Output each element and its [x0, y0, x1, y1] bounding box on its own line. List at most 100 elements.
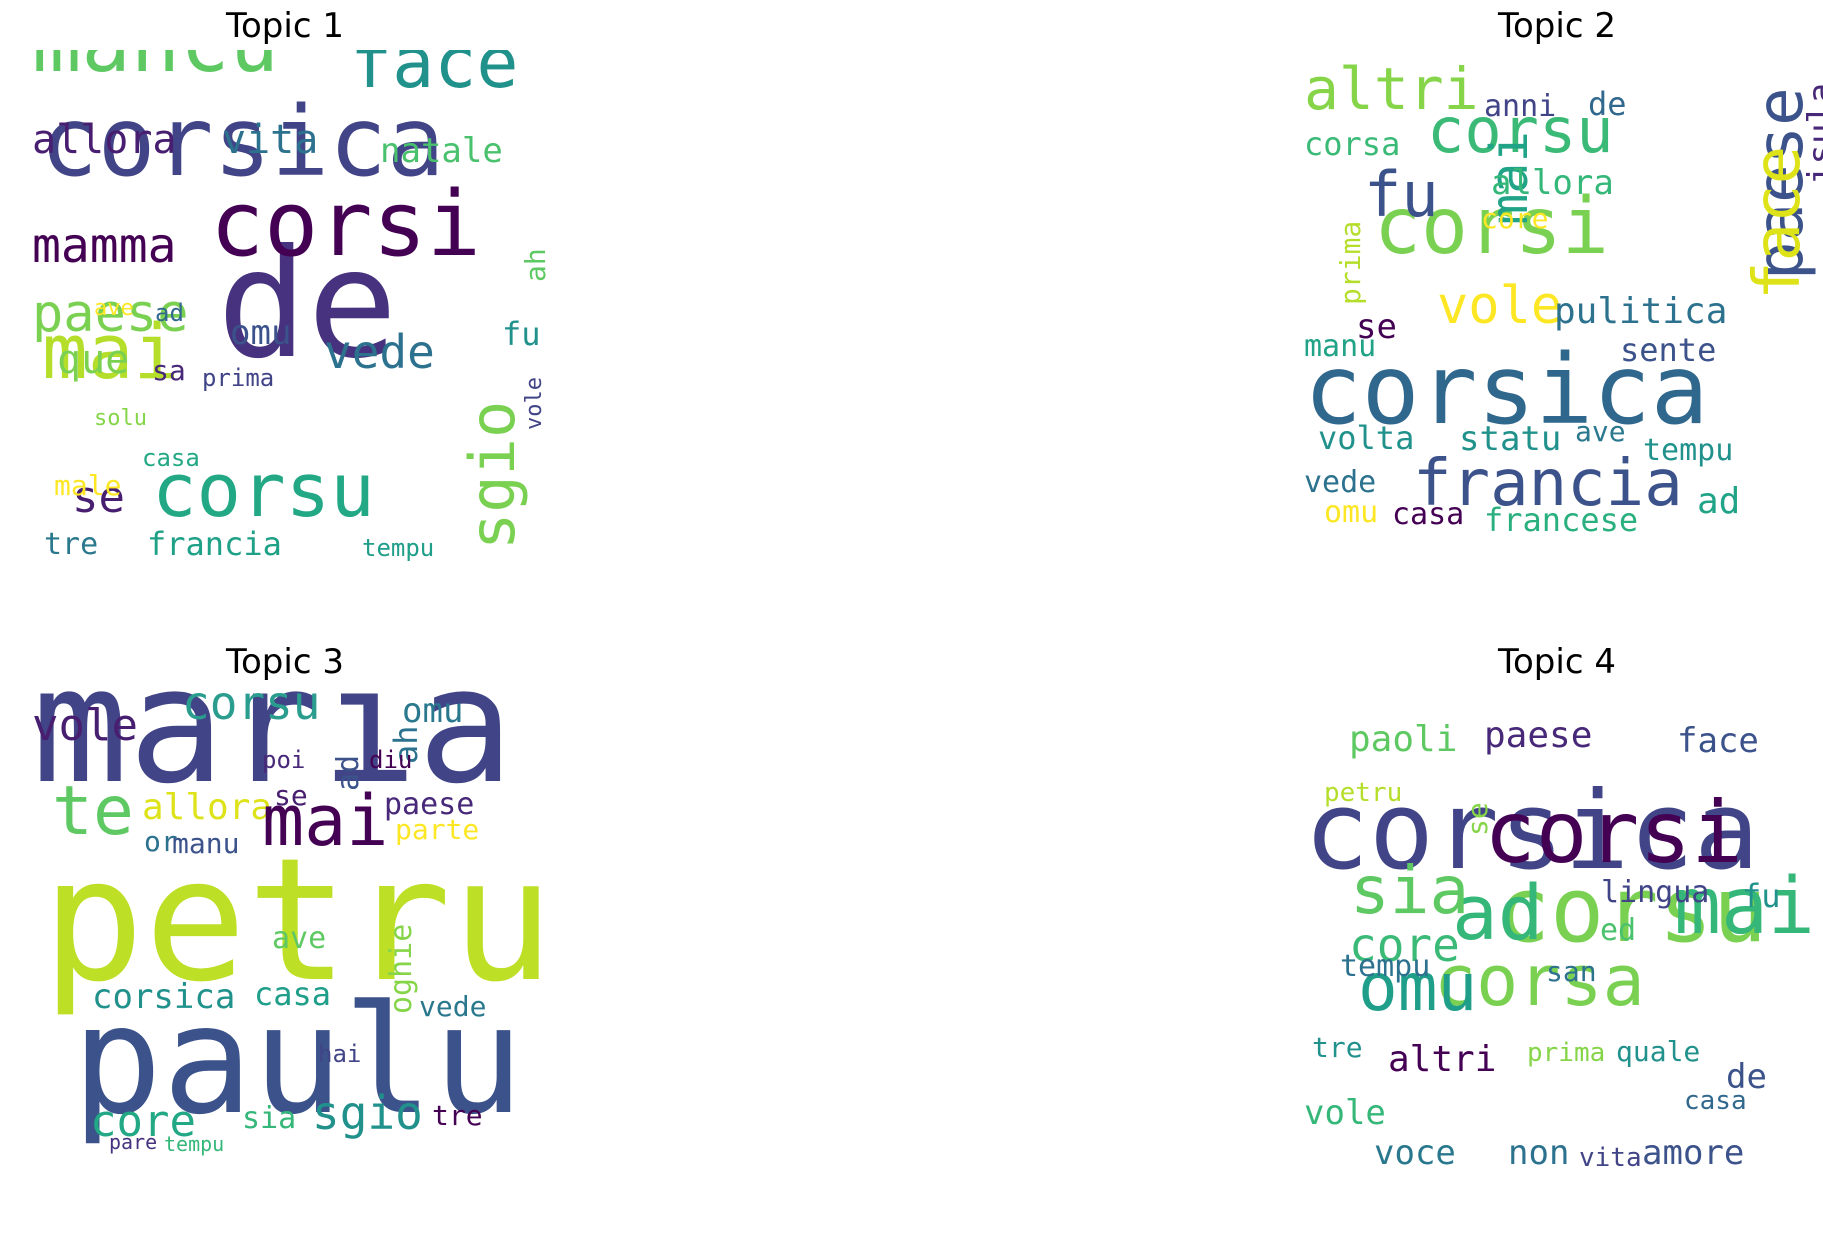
topic-title: Topic 2	[1498, 6, 1616, 46]
topic-title: Topic 1	[226, 6, 344, 46]
cloud-word: ad	[1697, 481, 1741, 522]
topic-panel-2: Topic 2 corsica corsu corsi altri paese face f…	[1292, 0, 1823, 610]
cloud-word: maria	[32, 686, 514, 819]
cloud-word: or	[144, 825, 178, 858]
cloud-word: manu	[1304, 329, 1377, 364]
cloud-word: quale	[1616, 1035, 1701, 1068]
cloud-word: tre	[432, 1099, 483, 1132]
cloud-word: se	[1356, 307, 1397, 347]
cloud-word: paese	[384, 787, 475, 822]
cloud-word: se	[1461, 802, 1494, 836]
cloud-word: vole	[1304, 1093, 1386, 1133]
cloud-word: de	[217, 218, 398, 392]
cloud-word: petru	[42, 822, 552, 1020]
cloud-word: mamma	[32, 218, 177, 274]
cloud-word: paese	[32, 284, 189, 344]
cloud-word: tre	[1312, 1031, 1363, 1064]
cloud-word: omu	[230, 313, 292, 353]
cloud-word: casa	[1392, 497, 1465, 532]
cloud-word: sente	[1620, 331, 1717, 369]
cloud-word: poi	[262, 746, 306, 774]
cloud-word: corsu	[1427, 94, 1614, 167]
cloud-word: corsu	[1496, 858, 1767, 963]
cloud-word: mai	[262, 780, 389, 862]
topic-title: Topic 4	[1498, 642, 1616, 682]
cloud-word: tempu	[362, 534, 435, 562]
cloud-word: corsa	[1434, 940, 1645, 1022]
cloud-word: vede	[324, 325, 435, 379]
cloud-word: pare	[109, 1130, 158, 1154]
cloud-word: prima	[1334, 220, 1367, 305]
word-cloud: maria petru paulu corsu vole omu te allora mai pa…	[32, 686, 552, 1226]
cloud-word: corsica	[40, 86, 445, 198]
word-cloud: corsica corsu corsi ad corsa omu mai sia core pao…	[1304, 686, 1823, 1226]
cloud-word: allora	[142, 787, 273, 828]
cloud-word: fu	[1364, 158, 1439, 231]
cloud-word: de	[1726, 1057, 1767, 1097]
cloud-word: voce	[1374, 1133, 1456, 1173]
cloud-word: francia	[1413, 447, 1683, 521]
cloud-word: oghie	[384, 923, 419, 1014]
cloud-word: core	[90, 1096, 196, 1147]
cloud-word: natale	[380, 131, 503, 171]
topic-panel-3: Topic 3 maria petru paulu corsu vole omu te all…	[20, 636, 552, 1246]
cloud-word: vita	[222, 117, 319, 163]
cloud-word: fu	[1742, 877, 1781, 915]
cloud-word: ave	[1575, 415, 1626, 448]
cloud-word: ad	[155, 299, 184, 327]
cloud-word: fu	[502, 315, 541, 353]
cloud-word: sia	[242, 1101, 297, 1136]
cloud-word: face	[1677, 721, 1759, 761]
cloud-word: corsi	[1374, 182, 1609, 272]
cloud-word: mai	[1674, 862, 1815, 952]
cloud-word: altri	[1388, 1039, 1497, 1080]
topic-panel-1: Topic 1 decorsicacorsimancufacecorsumais…	[20, 0, 552, 610]
cloud-word: san	[1546, 955, 1597, 988]
cloud-word: tempu	[1643, 433, 1734, 468]
cloud-word: vita	[1579, 1143, 1642, 1173]
cloud-word: mancu	[32, 50, 279, 85]
cloud-word: se	[72, 472, 125, 523]
cloud-word: manu	[172, 827, 240, 860]
cloud-word: paese	[1484, 715, 1593, 756]
cloud-word: allora	[32, 117, 177, 163]
cloud-word: se	[274, 779, 308, 812]
cloud-word: volta	[1318, 419, 1415, 457]
cloud-word: altri	[1304, 55, 1479, 123]
cloud-word: corsa	[1304, 125, 1401, 163]
cloud-word: corsica	[1304, 769, 1760, 894]
cloud-word: ed	[1600, 913, 1637, 948]
cloud-word: vole	[32, 700, 138, 751]
cloud-word: corsu	[152, 448, 375, 534]
cloud-word: vede	[1304, 465, 1377, 500]
cloud-word: corsu	[182, 686, 321, 730]
cloud-word: male	[54, 469, 122, 502]
cloud-word: petru	[1324, 778, 1403, 808]
cloud-word: corsica	[92, 977, 236, 1017]
cloud-word: paoli	[1349, 719, 1458, 760]
cloud-word: casa	[1684, 1086, 1747, 1116]
cloud-word: tempu	[164, 1132, 225, 1156]
cloud-word: core	[1481, 202, 1549, 235]
cloud-word: francia	[147, 525, 282, 563]
cloud-word: anni	[1484, 89, 1557, 124]
cloud-word: omu	[1324, 495, 1379, 530]
cloud-word: parte	[395, 813, 480, 846]
cloud-word: corsi	[210, 172, 481, 277]
cloud-word: corsica	[1304, 334, 1709, 446]
cloud-word: diu	[369, 746, 413, 774]
cloud-word: tre	[44, 527, 99, 562]
cloud-word: allora	[1491, 163, 1614, 203]
cloud-word: ave	[94, 296, 134, 321]
topic-title: Topic 3	[226, 642, 344, 682]
cloud-word: prima	[1527, 1038, 1606, 1068]
cloud-word: vole	[522, 377, 547, 430]
cloud-word: ave	[272, 921, 327, 956]
cloud-word: isula	[1801, 82, 1823, 185]
cloud-word: lingua	[1601, 875, 1710, 910]
cloud-word: statu	[1459, 419, 1562, 459]
cloud-word: casa	[142, 444, 200, 472]
cloud-word: omu	[402, 691, 464, 731]
cloud-word: core	[1349, 918, 1460, 972]
